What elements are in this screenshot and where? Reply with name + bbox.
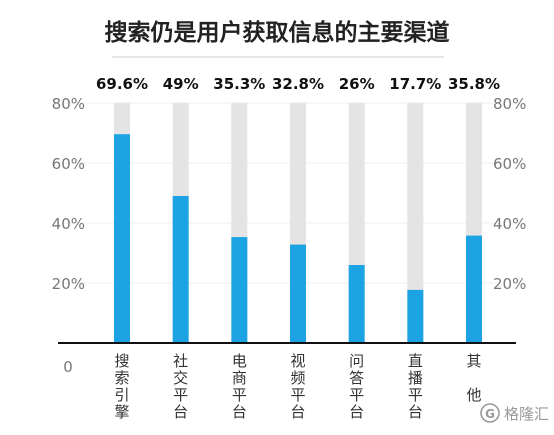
value-label-5: 17.7%: [389, 75, 441, 93]
category-label-3-char-3: 台: [290, 403, 305, 421]
category-label-3-char-0: 视: [290, 352, 305, 370]
bar-1: [172, 196, 189, 343]
category-label-2-char-0: 电: [232, 352, 247, 370]
category-label-5-char-2: 平: [408, 386, 423, 404]
category-label-4-char-2: 平: [349, 386, 364, 404]
y-tick-left-1: 40%: [52, 215, 85, 233]
bar-0: [114, 134, 130, 343]
category-label-0-char-1: 索: [114, 369, 129, 387]
plot-area: 20% 20%40% 40%60% 60%80% 80%069.6%搜索引擎49%社交平…: [52, 75, 527, 421]
chart-title: 搜索仍是用户获取信息的主要渠道: [105, 19, 450, 46]
category-label-0-char-0: 搜: [114, 352, 129, 370]
y-tick-right-3: 80%: [493, 95, 526, 113]
category-label-6-char-0: 其: [466, 352, 481, 370]
bar-6: [466, 235, 482, 343]
category-label-2-char-3: 台: [232, 403, 247, 421]
bar-5: [407, 289, 424, 343]
bar-track-5: [407, 103, 424, 343]
category-label-4-char-1: 答: [349, 369, 364, 387]
category-label-1-char-3: 台: [173, 403, 188, 421]
category-label-3-char-2: 平: [290, 386, 305, 404]
category-label-6-char-1: 他: [466, 386, 481, 404]
y-tick-right-2: 60%: [493, 155, 526, 173]
bar-2: [231, 237, 248, 343]
category-label-3-char-1: 频: [290, 369, 305, 387]
category-label-5-char-0: 直: [408, 352, 423, 370]
category-label-5-char-3: 台: [408, 403, 423, 421]
y-tick-left-0: 20%: [52, 275, 85, 293]
y-tick-left-2: 60%: [52, 155, 85, 173]
value-label-1: 49%: [163, 75, 199, 93]
value-label-3: 32.8%: [272, 75, 324, 93]
value-label-0: 69.6%: [96, 75, 148, 93]
value-label-6: 35.8%: [448, 75, 500, 93]
category-label-1-char-1: 交: [173, 369, 188, 387]
category-label-5-char-1: 播: [408, 369, 423, 387]
y-tick-left-3: 80%: [52, 95, 85, 113]
y-zero-label: 0: [63, 358, 73, 376]
watermark-logo-icon: [480, 403, 500, 423]
category-label-2-char-2: 平: [232, 386, 247, 404]
value-label-2: 35.3%: [213, 75, 265, 93]
bar-3: [290, 244, 306, 343]
category-label-0-char-2: 引: [114, 386, 129, 404]
watermark-text: 格隆汇: [504, 405, 549, 423]
category-label-0-char-3: 擎: [114, 403, 129, 421]
watermark-logo-letter: G: [485, 407, 495, 421]
category-label-1-char-2: 平: [173, 386, 188, 404]
bar-4: [348, 265, 365, 343]
category-label-2-char-1: 商: [232, 369, 247, 387]
category-label-4-char-0: 问: [349, 352, 364, 370]
category-label-1-char-0: 社: [173, 352, 188, 370]
value-label-4: 26%: [339, 75, 375, 93]
y-tick-right-0: 20%: [493, 275, 526, 293]
category-label-4-char-3: 台: [349, 403, 364, 421]
y-tick-right-1: 40%: [493, 215, 526, 233]
watermark: G 格隆汇: [480, 403, 549, 423]
